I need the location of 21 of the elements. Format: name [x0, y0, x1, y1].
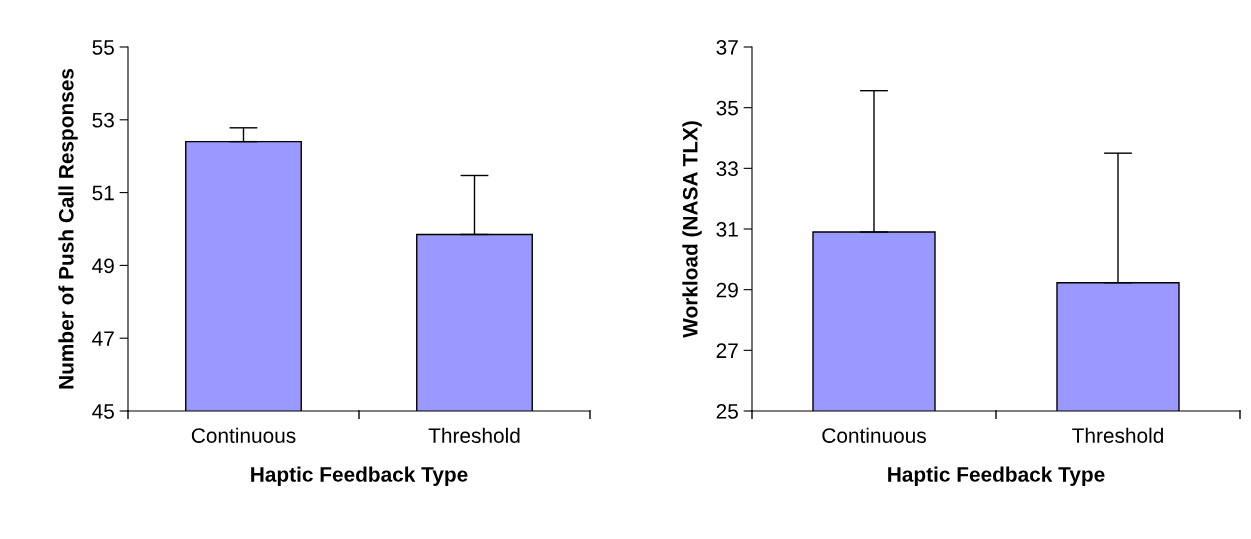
y-tick-label: 45 [92, 404, 114, 419]
y-tick-label: 27 [716, 343, 738, 358]
y-tick-label: 31 [716, 222, 738, 237]
x-tick-label: Continuous [822, 427, 926, 443]
y-tick-label: 29 [716, 282, 738, 298]
y-tick-label: 35 [716, 100, 738, 116]
x-axis-title: Haptic Feedback Type [251, 466, 468, 486]
y-tick-label: 25 [716, 404, 738, 419]
y-axis-title: Workload (NASA TLX) [682, 121, 702, 338]
y-tick-label: 51 [92, 185, 114, 201]
x-tick-label: Threshold [428, 427, 520, 443]
x-tick-label: Threshold [1072, 427, 1163, 443]
y-tick-label: 47 [92, 331, 114, 346]
y-axis-title: Number of Push Call Responses [58, 68, 78, 389]
y-tick-label: 33 [716, 161, 738, 177]
y-tick-label: 37 [716, 40, 738, 55]
y-tick-label: 53 [92, 112, 114, 128]
y-tick-label: 49 [92, 258, 114, 274]
x-tick-label: Continuous [191, 427, 296, 443]
x-axis-title: Haptic Feedback Type [888, 466, 1105, 486]
y-tick-label: 55 [92, 40, 114, 55]
